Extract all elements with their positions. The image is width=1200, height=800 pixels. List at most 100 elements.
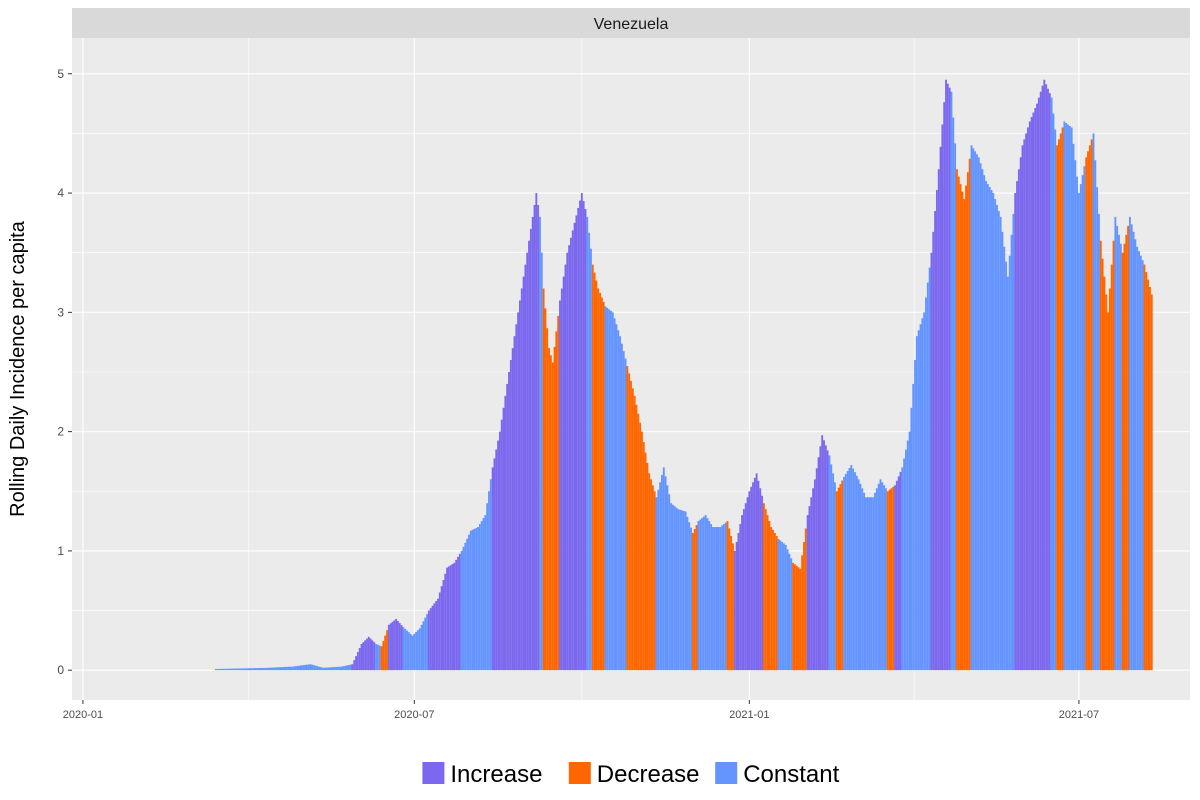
bar [568,245,571,671]
bar [735,541,738,671]
bar [1096,187,1099,671]
bar [307,664,310,671]
bar [1008,255,1011,671]
bar [1056,145,1059,671]
bar [883,485,886,671]
bar [832,473,835,671]
bar [493,458,496,671]
bar [1149,287,1151,671]
bar [429,608,432,671]
bar [857,479,860,671]
bar [444,573,447,671]
bar [773,533,776,671]
bar [628,373,631,671]
bar [569,237,572,671]
y-tick-label: 4 [57,186,64,200]
bar [935,190,938,671]
bar [415,632,418,671]
bar [721,525,723,671]
bar [708,521,711,671]
bar [407,632,410,671]
bar [1027,127,1029,671]
bar [1070,127,1073,671]
bar [999,216,1002,671]
bar [575,215,578,671]
bar [296,665,299,671]
bar [504,395,507,671]
bar [391,621,394,671]
bar [537,204,540,671]
bar [284,666,286,671]
y-tick-label: 0 [57,663,64,677]
bar [970,145,973,671]
legend-label-increase: Increase [450,761,542,788]
x-axis: 2020-01 2020-07 2021-01 2021-07 [63,700,1099,721]
bar [886,491,889,671]
bar [968,158,971,671]
bar [875,488,878,671]
bar [914,360,916,671]
bar [562,276,565,671]
bar [803,541,805,671]
bar [519,300,521,671]
bar [646,462,649,671]
bar [1059,133,1062,671]
bar [462,546,465,671]
bar [824,445,827,671]
bar [966,172,969,671]
bar [786,549,789,671]
bar [992,193,995,671]
bar [599,292,601,671]
bar [730,535,733,671]
bar [511,348,514,671]
bar [699,519,702,671]
bar [245,668,248,671]
bar [695,525,698,671]
bar [449,565,452,671]
bar [748,491,751,671]
bar [528,240,530,671]
bar [271,667,274,671]
bar [531,216,534,671]
bar [928,267,931,671]
bar [677,509,680,671]
bar [231,668,234,671]
bar [633,395,636,671]
bar [793,564,796,671]
bar [863,492,865,671]
bar [478,524,481,671]
bar [218,668,221,671]
bar [752,482,754,671]
bar [681,510,683,671]
bar [870,497,873,671]
bar [1138,251,1140,671]
bar [227,668,230,671]
facet-strip [72,8,1190,38]
bar [427,610,430,671]
bar [806,515,809,671]
bar [686,516,689,671]
bar [688,522,691,671]
bar [855,475,858,671]
bar [757,480,760,671]
bar [620,343,623,671]
bar [413,633,416,671]
bar [892,486,895,671]
bar [417,630,419,671]
bar [815,468,818,671]
bar [497,440,500,671]
bar [997,210,1000,671]
bar [1072,143,1075,671]
bar [586,216,589,671]
bar [713,527,716,671]
bar [275,667,277,671]
bar [1092,133,1095,671]
bar [659,482,662,671]
bar [315,665,317,671]
bar [446,567,449,671]
bar [500,419,503,671]
bar [342,666,345,671]
bar [539,216,541,671]
bar [484,515,487,671]
